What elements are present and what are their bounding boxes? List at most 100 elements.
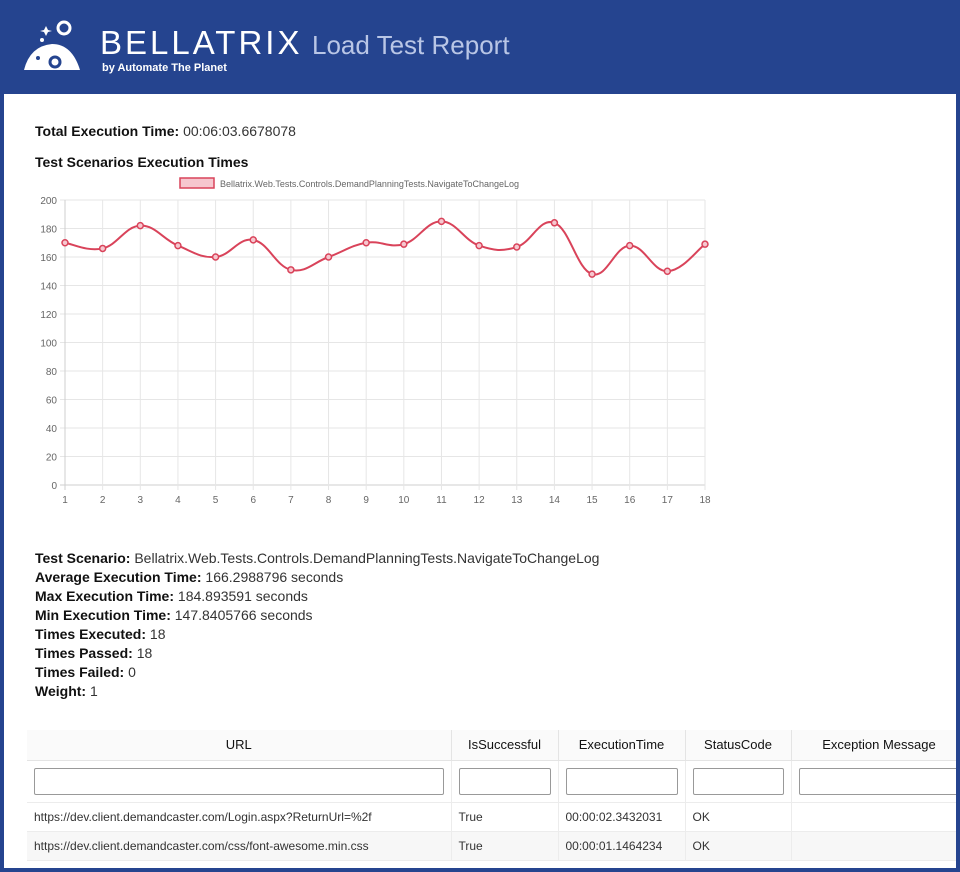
brand-subtitle: by Automate The Planet [102,62,227,74]
stat-times-passed: Times Passed: 18 [35,644,599,663]
total-execution-label: Total Execution Time: [35,123,180,139]
stat-times-failed: Times Failed: 0 [35,663,599,682]
exception-message-filter-input[interactable] [798,767,956,795]
stat-label: Times Passed: [35,645,133,661]
x-tick-label: 7 [288,495,294,506]
y-tick-label: 180 [40,225,57,236]
statuscode-filter-input[interactable] [692,767,784,795]
x-tick-label: 16 [624,495,636,506]
stat-max-time: Max Execution Time: 184.893591 seconds [35,587,599,606]
y-tick-label: 80 [46,367,58,378]
column-header-statuscode[interactable]: StatusCode [685,730,792,761]
data-point [61,239,69,247]
series-line [64,220,706,276]
stat-weight: Weight: 1 [35,682,599,701]
y-tick-label: 200 [40,196,57,207]
stat-value: 166.2988796 seconds [205,569,344,585]
stat-value: 184.893591 seconds [177,588,308,604]
stat-value: 0 [128,664,136,680]
executiontime-filter-input[interactable] [565,767,678,795]
stat-average-time: Average Execution Time: 166.2988796 seco… [35,568,599,587]
y-tick-label: 20 [46,453,58,464]
column-header-executiontime[interactable]: ExecutionTime [558,730,686,761]
stat-label: Average Execution Time: [35,569,202,585]
stat-label: Min Execution Time: [35,607,171,623]
x-tick-label: 15 [586,495,598,506]
data-point [324,253,333,261]
cell-exception-message [791,802,956,832]
stat-min-time: Min Execution Time: 147.8405766 seconds [35,606,599,625]
stat-value: 18 [149,626,166,642]
stat-times-executed: Times Executed: 18 [35,625,599,644]
data-point [362,239,370,247]
data-point [136,221,145,230]
x-tick-label: 2 [100,495,106,506]
table-row[interactable]: https://dev.client.demandcaster.com/css/… [27,831,956,861]
total-execution-value: 00:06:03.6678078 [183,123,296,139]
y-tick-label: 100 [40,339,57,350]
url-filter-input[interactable] [34,767,444,795]
requests-table: URL IsSuccessful ExecutionTime StatusCod… [27,730,956,861]
data-point [550,219,559,227]
stat-label: Times Executed: [35,626,147,642]
x-tick-label: 11 [436,495,447,506]
report-header: BELLATRIX by Automate The Planet Load Te… [0,0,960,92]
cell-executiontime: 00:00:01.1464234 [558,831,686,861]
stat-value: 147.8405766 seconds [174,607,313,623]
y-tick-label: 160 [40,253,57,264]
column-header-exception-message[interactable]: Exception Message [791,730,956,761]
stat-value: Bellatrix.Web.Tests.Controls.DemandPlann… [134,550,600,566]
data-point [98,244,107,253]
cell-statuscode: OK [685,802,792,832]
scenario-stats: Test Scenario: Bellatrix.Web.Tests.Contr… [35,549,599,701]
stat-value: 1 [89,683,98,699]
data-point [701,240,709,248]
x-tick-label: 3 [138,495,144,506]
bellatrix-logo-icon [24,20,80,70]
x-tick-label: 13 [511,495,523,506]
data-point [287,266,295,274]
cell-exception-message [791,831,956,861]
x-tick-label: 10 [398,495,410,506]
cell-statuscode: OK [685,831,792,861]
filter-row [27,760,956,803]
cell-issuccessful: True [451,831,559,861]
report-content: Total Execution Time: 00:06:03.6678078 T… [4,94,956,868]
data-point [249,236,257,244]
column-header-url[interactable]: URL [27,730,452,761]
cell-url: https://dev.client.demandcaster.com/Logi… [27,802,452,832]
y-tick-label: 120 [40,310,57,321]
y-tick-label: 140 [40,282,57,293]
data-point [588,270,596,278]
stat-label: Weight: [35,683,87,699]
data-point [437,217,446,226]
data-point [625,241,634,250]
data-point [513,243,521,251]
cell-executiontime: 00:00:02.3432031 [558,802,686,832]
x-tick-label: 14 [549,495,561,506]
x-tick-label: 9 [363,495,369,506]
data-point [475,241,483,250]
stat-test-scenario: Test Scenario: Bellatrix.Web.Tests.Contr… [35,549,599,568]
table-row[interactable]: https://dev.client.demandcaster.com/Logi… [27,802,956,832]
data-point [663,267,672,275]
cell-url: https://dev.client.demandcaster.com/css/… [27,831,452,861]
data-point [400,240,408,248]
issuccessful-filter-input[interactable] [458,767,551,795]
x-tick-label: 4 [175,495,181,506]
brand-name: BELLATRIX [100,24,303,61]
stat-value: 18 [136,645,153,661]
x-tick-label: 17 [662,495,674,506]
x-tick-label: 8 [326,495,332,506]
legend-label: Bellatrix.Web.Tests.Controls.DemandPlann… [220,179,519,189]
legend-swatch [179,177,215,189]
column-header-issuccessful[interactable]: IsSuccessful [451,730,559,761]
stat-label: Max Execution Time: [35,588,175,604]
cell-issuccessful: True [451,802,559,832]
x-tick-label: 5 [213,495,219,506]
total-execution-time: Total Execution Time: 00:06:03.6678078 [35,123,296,139]
stat-label: Test Scenario: [35,550,131,566]
stat-label: Times Failed: [35,664,125,680]
y-tick-label: 40 [46,424,58,435]
